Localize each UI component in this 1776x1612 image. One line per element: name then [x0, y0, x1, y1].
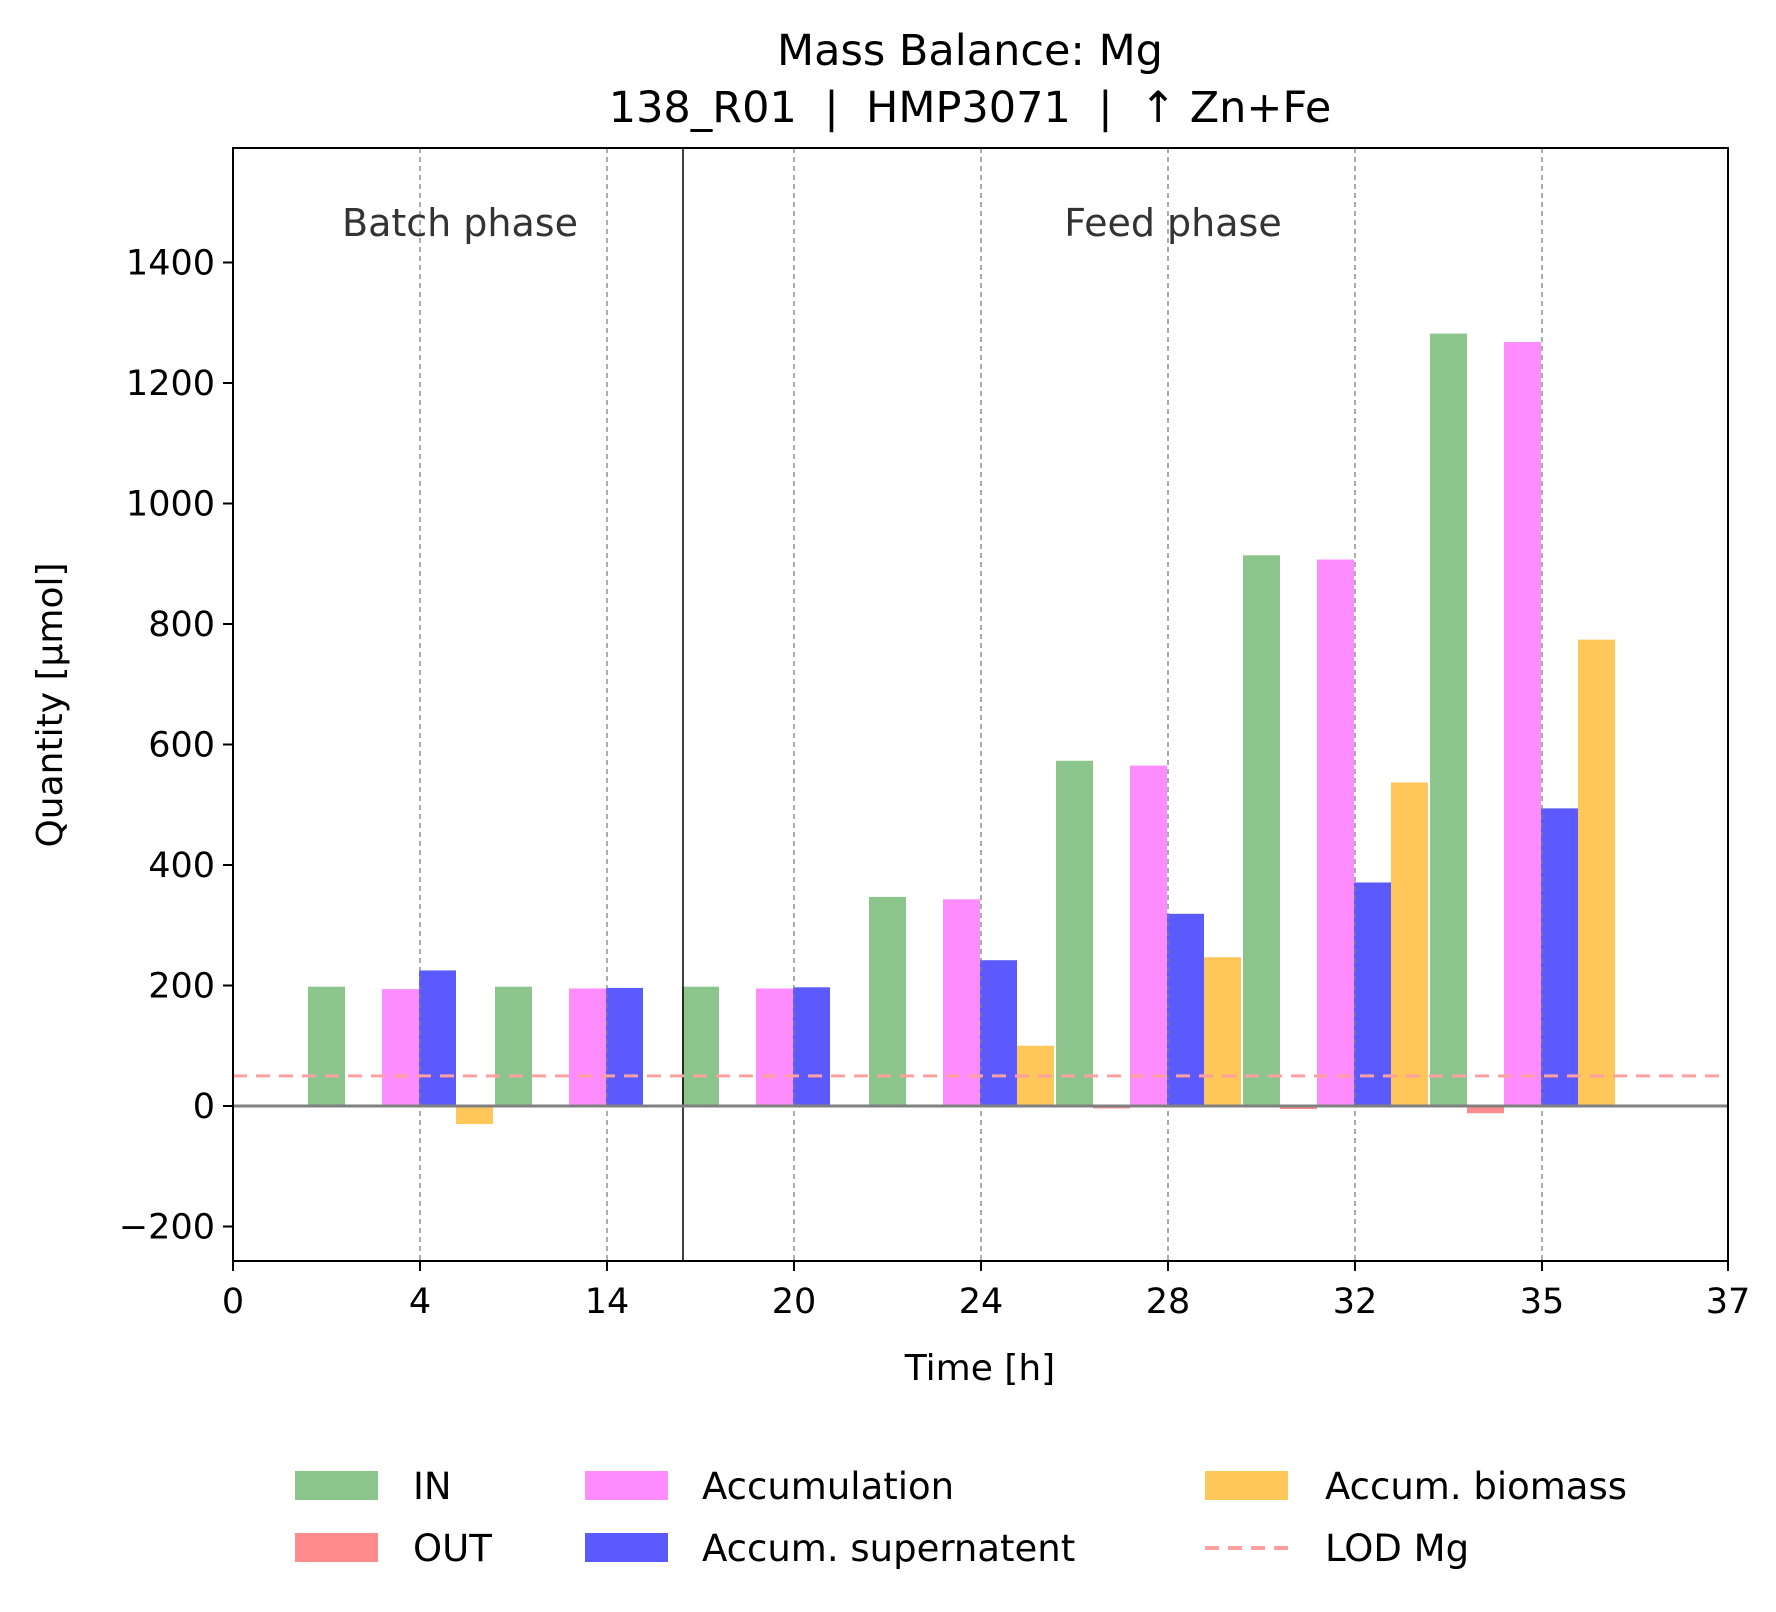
bar	[869, 896, 906, 1106]
y-axis-title: Quantity [µmol]	[30, 562, 71, 847]
bar	[1354, 882, 1391, 1106]
x-tick-label: 4	[409, 1282, 431, 1322]
y-axis: −200 0 200 400 600 800 1000 1200 1400	[119, 244, 233, 1248]
x-tick-label: 28	[1146, 1282, 1191, 1322]
bar	[495, 986, 532, 1106]
y-tick-label: −200	[119, 1208, 215, 1248]
bar	[1056, 760, 1093, 1106]
y-tick-label: 0	[193, 1087, 215, 1127]
bar	[1243, 555, 1280, 1106]
x-tick-label: 20	[772, 1282, 817, 1322]
bar	[419, 970, 456, 1106]
y-tick-label: 200	[148, 967, 215, 1007]
bar	[756, 988, 793, 1106]
legend-label-out: OUT	[413, 1527, 492, 1570]
bar	[1391, 782, 1428, 1106]
bar	[793, 987, 830, 1106]
x-tick-label: 32	[1333, 1282, 1378, 1322]
chart-title: Mass Balance: Mg	[777, 26, 1163, 76]
y-tick-label: 600	[148, 726, 215, 766]
legend-label-supernatent: Accum. supernatent	[702, 1527, 1075, 1570]
bar	[382, 989, 419, 1106]
bar	[1280, 1106, 1317, 1110]
bar	[1130, 765, 1167, 1106]
bar	[1204, 957, 1241, 1106]
x-tick-label: 14	[585, 1282, 630, 1322]
legend-label-accumulation: Accumulation	[702, 1465, 954, 1508]
y-tick-label: 800	[148, 605, 215, 645]
bar	[1167, 913, 1204, 1106]
bar	[606, 987, 643, 1106]
chart-subtitle: 138_R01 | HMP3071 | ↑ Zn+Fe	[609, 83, 1332, 133]
x-tick-label: 0	[222, 1282, 244, 1322]
legend-label-lod: LOD Mg	[1325, 1527, 1469, 1570]
bar	[943, 899, 980, 1106]
bar	[1317, 559, 1354, 1106]
legend: IN OUT Accumulation Accum. supernatent A…	[295, 1465, 1627, 1570]
x-axis: 0 4 14 20 24 28 32 35 37	[222, 1261, 1750, 1322]
bar	[980, 960, 1017, 1106]
legend-swatch-in	[295, 1471, 378, 1500]
bar	[1541, 808, 1578, 1106]
bar	[1504, 342, 1541, 1106]
y-tick-label: 1200	[126, 364, 215, 404]
x-tick-label: 24	[959, 1282, 1004, 1322]
bar	[1430, 333, 1467, 1107]
y-tick-label: 400	[148, 846, 215, 886]
phase-label-batch: Batch phase	[342, 201, 578, 245]
y-tick-label: 1400	[126, 244, 215, 284]
bar	[1467, 1106, 1504, 1114]
bar	[456, 1106, 493, 1125]
bar	[308, 986, 345, 1106]
legend-label-in: IN	[413, 1465, 452, 1508]
bar	[682, 986, 719, 1106]
x-axis-title: Time [h]	[904, 1348, 1055, 1389]
x-tick-label: 35	[1520, 1282, 1565, 1322]
y-tick-label: 1000	[126, 485, 215, 525]
legend-swatch-biomass	[1205, 1471, 1288, 1500]
legend-swatch-supernatent	[585, 1533, 668, 1562]
bar	[569, 988, 606, 1106]
x-tick-label: 37	[1706, 1282, 1751, 1322]
legend-swatch-accumulation	[585, 1471, 668, 1500]
bar	[1578, 639, 1615, 1106]
legend-swatch-out	[295, 1533, 378, 1562]
bars-layer	[308, 333, 1615, 1125]
phase-label-feed: Feed phase	[1064, 201, 1281, 245]
legend-label-biomass: Accum. biomass	[1325, 1465, 1627, 1508]
